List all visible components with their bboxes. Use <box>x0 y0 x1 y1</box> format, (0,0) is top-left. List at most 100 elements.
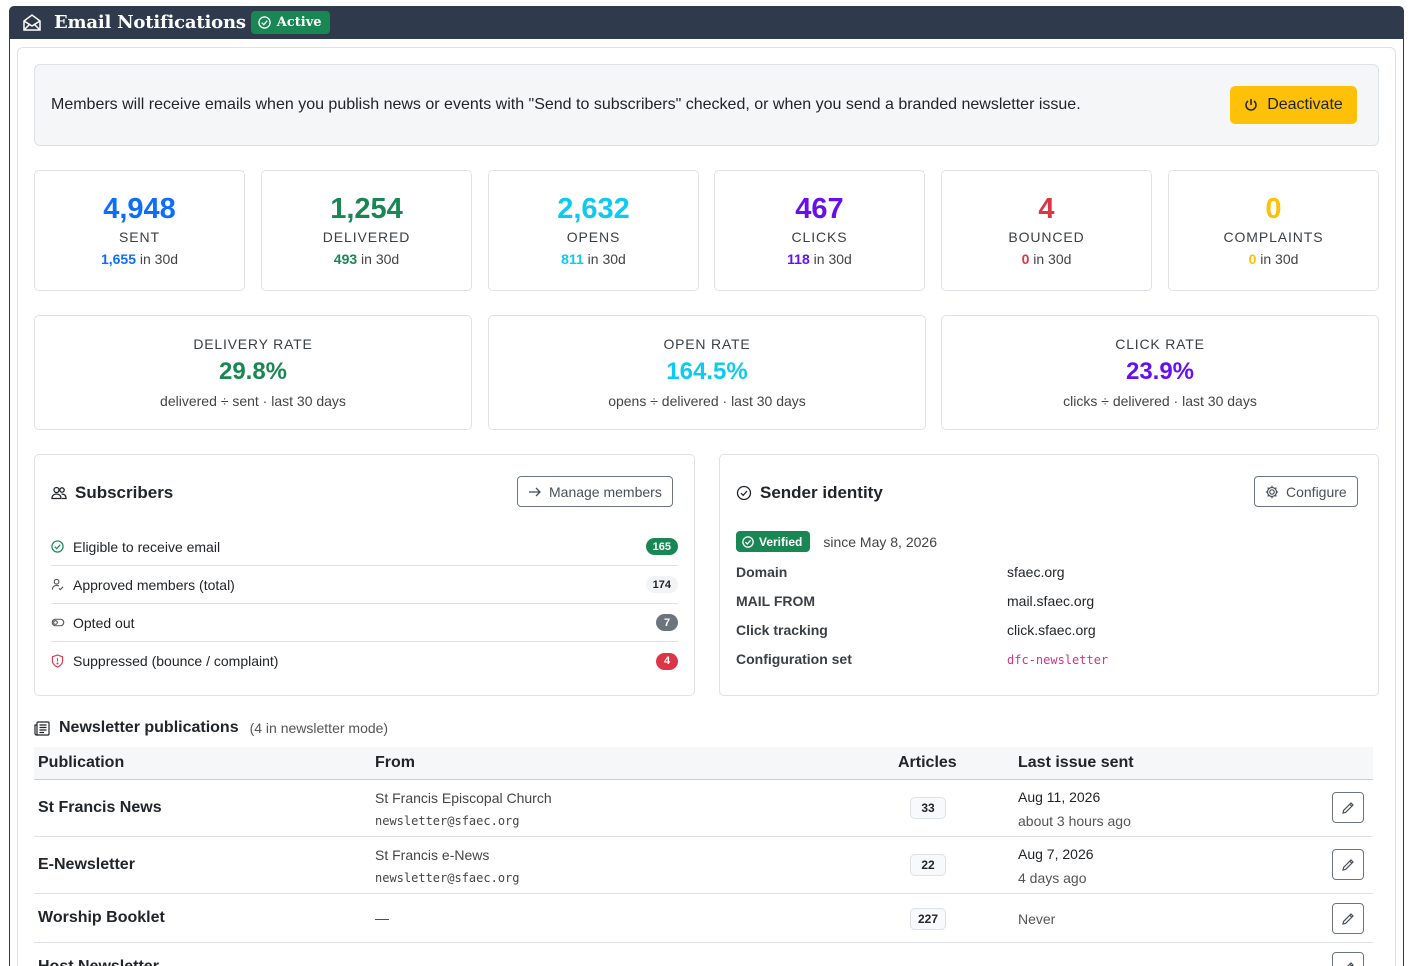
count-badge: 165 <box>645 538 678 555</box>
toggle-off-icon <box>51 616 65 630</box>
stat-complaints: 0 COMPLAINTS 0 in 30d <box>1168 170 1379 291</box>
rate-note: opens ÷ delivered · last 30 days <box>608 393 806 409</box>
stat-recent: 0 in 30d <box>1248 251 1299 267</box>
table-row: Host Newsletter <box>34 943 1373 966</box>
stat-value: 4,948 <box>103 193 176 225</box>
last-sent-relative: about 3 hours ago <box>1018 813 1131 829</box>
last-sent-relative: 4 days ago <box>1018 870 1087 886</box>
articles-count: 33 <box>910 797 946 819</box>
arrow-right-icon <box>529 487 541 496</box>
sender-identity-panel: Sender identity Configure Verified since… <box>719 454 1379 696</box>
verified-badge: Verified <box>736 531 811 552</box>
rate-note: delivered ÷ sent · last 30 days <box>160 393 346 409</box>
stat-recent: 493 in 30d <box>333 251 400 267</box>
power-icon <box>1245 99 1257 111</box>
rate-value: 23.9% <box>1125 358 1195 385</box>
stat-recent: 1,655 in 30d <box>100 251 179 267</box>
envelope-open-icon <box>22 13 42 33</box>
pencil-icon <box>1342 801 1354 814</box>
rate-note: clicks ÷ delivered · last 30 days <box>1063 393 1257 409</box>
manage-members-button[interactable]: Manage members <box>517 476 673 507</box>
alert-text: Members will receive emails when you pub… <box>51 96 1081 113</box>
check-circle-icon <box>258 16 271 29</box>
list-item: Opted out 7 <box>51 604 678 642</box>
stat-recent: 118 in 30d <box>787 251 852 267</box>
subscribers-panel: Subscribers Manage members Eligible to r… <box>34 454 695 696</box>
column-header: Publication <box>38 754 125 771</box>
deactivate-button[interactable]: Deactivate <box>1230 86 1357 124</box>
last-sent-date: Aug 11, 2026 <box>1018 789 1101 805</box>
publication-name: St Francis News <box>38 799 162 816</box>
newspaper-icon <box>34 720 50 736</box>
rate-delivery: DELIVERY RATE 29.8% delivered ÷ sent · l… <box>34 315 472 430</box>
articles-count: 22 <box>910 854 946 876</box>
table-header: Publication From Articles Last issue sen… <box>34 747 1373 780</box>
configure-button[interactable]: Configure <box>1254 476 1358 507</box>
shield-exclamation-icon <box>51 654 65 668</box>
column-header: Last issue sent <box>1018 754 1134 771</box>
edit-button[interactable] <box>1332 952 1364 966</box>
from-email: newsletter@sfaec.org <box>375 814 520 828</box>
last-sent-date: Aug 7, 2026 <box>1018 846 1094 862</box>
from-name: St Francis e-News <box>375 847 490 863</box>
stat-label: OPENS <box>566 229 621 245</box>
stat-label: SENT <box>119 229 160 245</box>
gear-icon <box>1265 485 1279 498</box>
stat-label: CLICKS <box>791 229 848 245</box>
rate-value: 29.8% <box>218 358 288 385</box>
stat-opens: 2,632 OPENS 811 in 30d <box>488 170 699 291</box>
from-name: — <box>375 910 389 926</box>
patch-check-icon <box>736 485 752 501</box>
sender-title: Sender identity <box>736 483 883 503</box>
count-badge: 4 <box>656 652 678 670</box>
stat-value: 1,254 <box>330 193 403 225</box>
count-badge: 174 <box>645 576 678 593</box>
status-badge-label: Active <box>276 15 322 30</box>
status-badge: Active <box>250 11 330 34</box>
page-title: Email Notifications <box>54 12 246 33</box>
rate-value: 164.5% <box>666 358 748 385</box>
pencil-icon <box>1342 858 1354 871</box>
pencil-icon <box>1346 961 1354 966</box>
stat-label: BOUNCED <box>1008 229 1085 245</box>
stat-recent: 0 in 30d <box>1021 251 1072 267</box>
rate-label: DELIVERY RATE <box>193 336 313 352</box>
list-item: Eligible to receive email 165 <box>51 528 678 566</box>
stat-value: 4 <box>1038 193 1055 225</box>
stat-value: 2,632 <box>557 193 630 225</box>
publication-name: Host Newsletter <box>38 958 159 966</box>
articles-count: 227 <box>910 908 946 930</box>
edit-button[interactable] <box>1332 849 1364 880</box>
deactivate-label: Deactivate <box>1267 96 1343 113</box>
table-row: E-Newsletter St Francis e-News newslette… <box>34 837 1373 894</box>
edit-button[interactable] <box>1332 903 1364 934</box>
rate-click: CLICK RATE 23.9% clicks ÷ delivered · la… <box>941 315 1379 430</box>
check-circle-icon <box>742 535 754 548</box>
pencil-icon <box>1342 912 1354 925</box>
subscribers-title: Subscribers <box>51 483 173 503</box>
list-item: Suppressed (bounce / complaint) 4 <box>51 642 678 680</box>
stat-value: 467 <box>795 193 844 225</box>
stat-bounced: 4 BOUNCED 0 in 30d <box>941 170 1152 291</box>
publication-name: E-Newsletter <box>38 856 135 873</box>
rate-open: OPEN RATE 164.5% opens ÷ delivered · las… <box>488 315 926 430</box>
edit-button[interactable] <box>1332 792 1364 823</box>
verified-since: since May 8, 2026 <box>823 533 937 550</box>
rate-label: CLICK RATE <box>1115 336 1205 352</box>
from-name: St Francis Episcopal Church <box>375 790 552 806</box>
publication-name: Worship Booklet <box>38 909 165 926</box>
person-check-icon <box>51 578 65 592</box>
stat-sent: 4,948 SENT 1,655 in 30d <box>34 170 245 291</box>
info-alert: Members will receive emails when you pub… <box>34 64 1379 146</box>
stat-clicks: 467 CLICKS 118 in 30d <box>714 170 925 291</box>
stat-delivered: 1,254 DELIVERED 493 in 30d <box>261 170 472 291</box>
column-header: Articles <box>898 754 957 771</box>
rate-label: OPEN RATE <box>663 336 751 352</box>
stat-recent: 811 in 30d <box>561 251 626 267</box>
verified-row: Verified since May 8, 2026 <box>736 531 937 552</box>
card-body <box>9 39 1404 966</box>
content-frame <box>17 47 1396 966</box>
stat-label: COMPLAINTS <box>1223 229 1324 245</box>
stat-value: 0 <box>1265 193 1282 225</box>
card-header: Email Notifications Active <box>9 6 1404 39</box>
